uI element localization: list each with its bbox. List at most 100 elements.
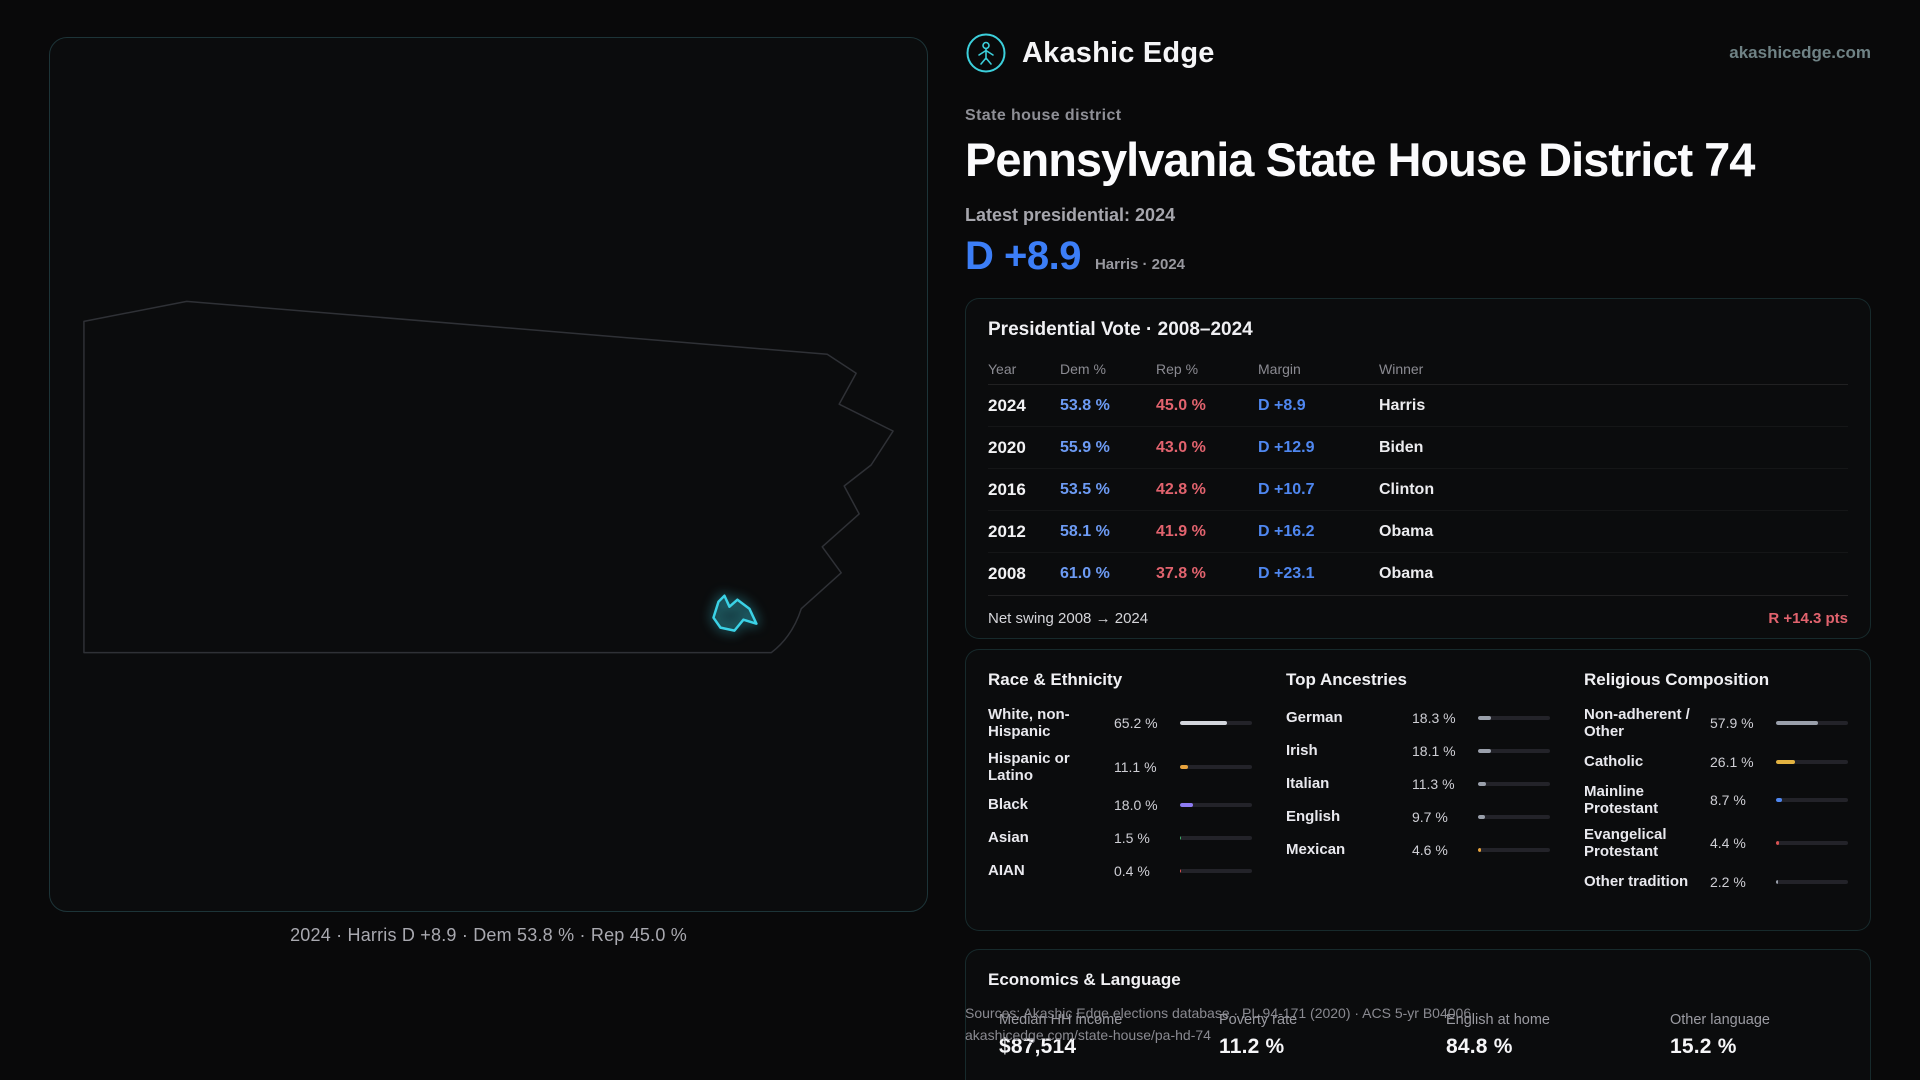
demo-value: 11.1 % [1114, 758, 1157, 775]
year-cell: 2020 [988, 437, 1026, 457]
bar-track [1776, 759, 1848, 764]
table-row: 2024 53.8 % 45.0 % D +8.9 Harris [988, 385, 1848, 427]
winner-cell: Obama [1379, 522, 1434, 540]
margin-cell: D +12.9 [1258, 438, 1315, 456]
brand-name: Akashic Edge [1022, 36, 1215, 69]
bar-fill [1478, 782, 1487, 786]
demo-label: German [1286, 709, 1343, 727]
religious-composition-title: Religious Composition [1584, 670, 1770, 689]
rep-cell: 42.8 % [1156, 480, 1206, 498]
demo-value: 9.7 % [1412, 809, 1448, 825]
stat-label: English at home [1446, 1012, 1550, 1028]
demo-row: Mexican 4.6 % [1286, 838, 1550, 862]
bar-fill [1776, 797, 1783, 802]
bar-track [1478, 782, 1550, 786]
demo-value: 18.0 % [1114, 797, 1158, 813]
economics-title: Economics & Language [988, 970, 1181, 989]
bar-track [1180, 803, 1252, 807]
bar-fill [1180, 869, 1182, 873]
table-row: 2012 58.1 % 41.9 % D +16.2 Obama [988, 511, 1848, 553]
stat-value: 15.2 % [1670, 1035, 1737, 1058]
stat-label: Poverty rate [1219, 1012, 1298, 1028]
stat-label: Median HH income [999, 1012, 1123, 1028]
demo-value: 8.7 % [1710, 791, 1746, 808]
bar-track [1776, 721, 1848, 726]
site-domain-link[interactable]: akashicedge.com [1729, 43, 1871, 62]
col-dem: Dem % [1060, 360, 1106, 377]
demo-row: Italian 11.3 % [1286, 772, 1550, 796]
demo-label: Mexican [1286, 841, 1346, 859]
demo-row: English 9.7 % [1286, 805, 1550, 829]
headline-margin: D +8.9 [965, 234, 1081, 278]
pennsylvania-map [83, 300, 894, 654]
demo-row: White, non-Hispanic 65.2 % [988, 706, 1252, 741]
map-panel [49, 37, 928, 912]
demo-label: Mainline Protestant [1584, 782, 1659, 817]
demo-row: Irish 18.1 % [1286, 739, 1550, 763]
bar-track [1776, 841, 1848, 846]
presidential-vote-card: Presidential Vote · 2008–2024 Year Dem %… [965, 298, 1871, 639]
margin-cell: D +8.9 [1258, 396, 1306, 414]
demo-value: 1.5 % [1114, 830, 1150, 846]
bar-track [1776, 797, 1848, 802]
rep-cell: 41.9 % [1156, 522, 1206, 540]
col-year: Year [988, 360, 1017, 377]
demo-row: Catholic 26.1 % [1584, 750, 1848, 774]
bar-track [1478, 749, 1550, 753]
dem-cell: 53.8 % [1060, 396, 1110, 414]
bar-fill [1478, 716, 1492, 720]
demo-row: Mainline Protestant 8.7 % [1584, 783, 1848, 818]
bar-fill [1478, 848, 1482, 852]
demo-label: Non-adherent / Other [1584, 706, 1690, 741]
demo-value: 65.2 % [1114, 715, 1158, 732]
demo-value: 18.1 % [1412, 743, 1456, 759]
presidential-card-title: Presidential Vote · 2008–2024 [988, 319, 1253, 340]
bar-track [1478, 848, 1550, 852]
demo-label: Italian [1286, 775, 1330, 793]
economics-language-card: Economics & Language Median HH income $8… [965, 949, 1871, 1080]
bar-fill [1180, 764, 1188, 769]
col-winner: Winner [1379, 360, 1424, 377]
demo-value: 57.9 % [1710, 715, 1754, 732]
table-row: 2016 53.5 % 42.8 % D +10.7 Clinton [988, 469, 1848, 511]
top-ancestries-section: Top Ancestries German 18.3 % Irish 18.1 … [1286, 670, 1550, 903]
brand-row: Akashic Edge akashicedge.com [965, 30, 1871, 76]
demo-row: Asian 1.5 % [988, 826, 1252, 850]
year-cell: 2008 [988, 564, 1026, 583]
bar-fill [1180, 803, 1193, 807]
map-caption: 2024 · Harris D +8.9 · Dem 53.8 % · Rep … [290, 925, 687, 945]
district-type-eyebrow: State house district [965, 107, 1122, 124]
latest-presidential-label: Latest presidential: 2024 [965, 205, 1176, 225]
stat-english-at-home: English at home 84.8 % [1446, 1012, 1670, 1059]
bar-track [1180, 721, 1252, 726]
pennsylvania-outline [83, 300, 894, 654]
demo-label: English [1286, 808, 1341, 826]
bar-fill [1776, 721, 1818, 726]
demo-label: Catholic [1584, 752, 1644, 770]
stat-median-income: Median HH income $87,514 [999, 1012, 1219, 1059]
race-ethnicity-section: Race & Ethnicity White, non-Hispanic 65.… [988, 670, 1252, 903]
permalink-link[interactable]: akashicedge.com/state-house/pa-hd-74 [965, 1026, 1211, 1043]
bar-fill [1478, 815, 1485, 819]
stat-value: $87,514 [999, 1035, 1077, 1058]
demo-label: AIAN [988, 862, 1025, 880]
demo-label: Other tradition [1584, 872, 1689, 890]
winner-cell: Biden [1379, 438, 1424, 456]
dem-cell: 55.9 % [1060, 438, 1110, 456]
presidential-table: Year Dem % Rep % Margin Winner 2024 53.8… [988, 353, 1848, 595]
col-margin: Margin [1258, 360, 1301, 377]
demo-label: Evangelical Protestant [1584, 826, 1667, 861]
headline-margin-context: Harris · 2024 [1094, 256, 1186, 273]
stat-value: 84.8 % [1446, 1035, 1513, 1058]
stat-other-language: Other language 15.2 % [1670, 1012, 1848, 1059]
demo-value: 18.3 % [1412, 710, 1456, 726]
demo-row: German 18.3 % [1286, 706, 1550, 730]
religious-composition-section: Religious Composition Non-adherent / Oth… [1584, 670, 1848, 903]
margin-cell: D +10.7 [1258, 480, 1315, 498]
demo-label: White, non-Hispanic [988, 706, 1070, 741]
demo-row: Black 18.0 % [988, 793, 1252, 817]
bar-track [1478, 815, 1550, 819]
bar-fill [1478, 749, 1492, 753]
demo-label: Black [988, 796, 1029, 814]
demo-row: Other tradition 2.2 % [1584, 870, 1848, 894]
